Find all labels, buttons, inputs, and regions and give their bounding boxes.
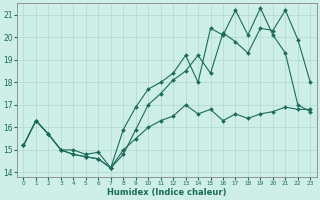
X-axis label: Humidex (Indice chaleur): Humidex (Indice chaleur) [107,188,227,197]
